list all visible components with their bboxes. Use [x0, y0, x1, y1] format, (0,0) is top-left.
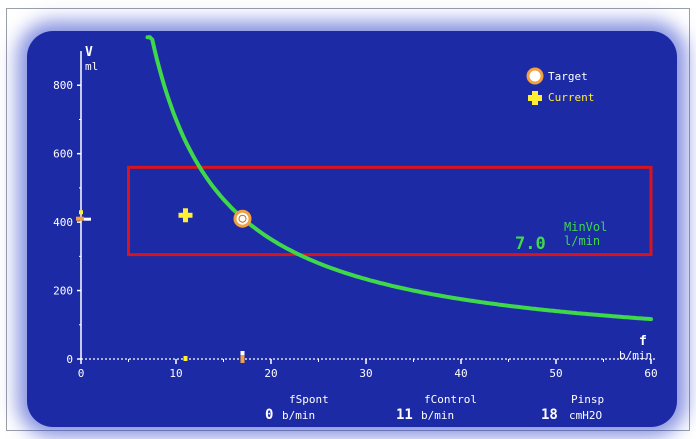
- fcontrol-unit: b/min: [421, 409, 454, 422]
- y-axis-unit: ml: [85, 60, 98, 73]
- x-tick-label-0: 0: [78, 367, 85, 380]
- current-x-marker: [183, 356, 188, 361]
- x-axis-symbol: f: [639, 334, 647, 349]
- data-points: [178, 208, 252, 228]
- pinsp-label: Pinsp: [571, 393, 604, 406]
- target-range-box: [127, 165, 653, 257]
- target-x-marker-cap: [240, 351, 245, 355]
- x-tick-label-30: 30: [359, 367, 372, 380]
- x-axis-unit: b/min: [619, 349, 652, 362]
- current-point-h: [178, 212, 193, 218]
- pinsp-value: 18: [541, 407, 558, 423]
- fspont-label: fSpont: [289, 393, 329, 406]
- x-tick-label-40: 40: [454, 367, 467, 380]
- minute-volume-curve: [145, 35, 653, 322]
- axis-markers: [76, 210, 245, 363]
- current-legend-marker: [528, 91, 542, 105]
- x-axis-ticks: 0 10 20 30 40 50 60: [78, 359, 658, 380]
- target-y-marker: [76, 216, 84, 221]
- y-tick-label-0: 0: [66, 353, 73, 366]
- legend-current-label: Current: [548, 91, 594, 104]
- minvol-value: 7.0: [515, 234, 546, 254]
- y-axis-symbol: V: [85, 45, 93, 60]
- y-tick-label-600: 600: [53, 148, 73, 161]
- readout-fspont: fSpont 0 b/min: [265, 393, 329, 423]
- y-tick-label-200: 200: [53, 285, 73, 298]
- y-tick-label-400: 400: [53, 216, 73, 229]
- image-frame: V ml f b/min 0 200 400 600 800 0 10 20 30 40 50 60…: [6, 8, 690, 431]
- minvol-label: MinVol: [564, 220, 607, 234]
- fspont-value: 0: [265, 407, 273, 423]
- y-axis-ticks: 0 200 400 600 800: [53, 79, 81, 366]
- target-x-marker: [240, 351, 245, 363]
- readout-pinsp: Pinsp 18 cmH2O: [541, 393, 604, 423]
- pinsp-unit: cmH2O: [569, 409, 602, 422]
- current-y-marker: [79, 210, 83, 215]
- fspont-unit: b/min: [282, 409, 315, 422]
- y-tick-label-800: 800: [53, 79, 73, 92]
- fcontrol-value: 11: [396, 407, 413, 423]
- x-tick-label-10: 10: [169, 367, 182, 380]
- target-legend-marker-core: [532, 73, 538, 79]
- x-tick-label-60: 60: [644, 367, 657, 380]
- x-tick-label-50: 50: [549, 367, 562, 380]
- legend-target-label: Target: [548, 70, 588, 83]
- ventilator-screen: V ml f b/min 0 200 400 600 800 0 10 20 30 40 50 60…: [27, 31, 677, 427]
- fcontrol-label: fControl: [424, 393, 477, 406]
- minvol-unit: l/min: [564, 234, 600, 248]
- y-marker-tail: [84, 217, 91, 221]
- target-point-core: [238, 214, 247, 223]
- readout-fcontrol: fControl 11 b/min: [396, 393, 477, 423]
- legend: Target Current: [526, 67, 594, 105]
- x-tick-label-20: 20: [264, 367, 277, 380]
